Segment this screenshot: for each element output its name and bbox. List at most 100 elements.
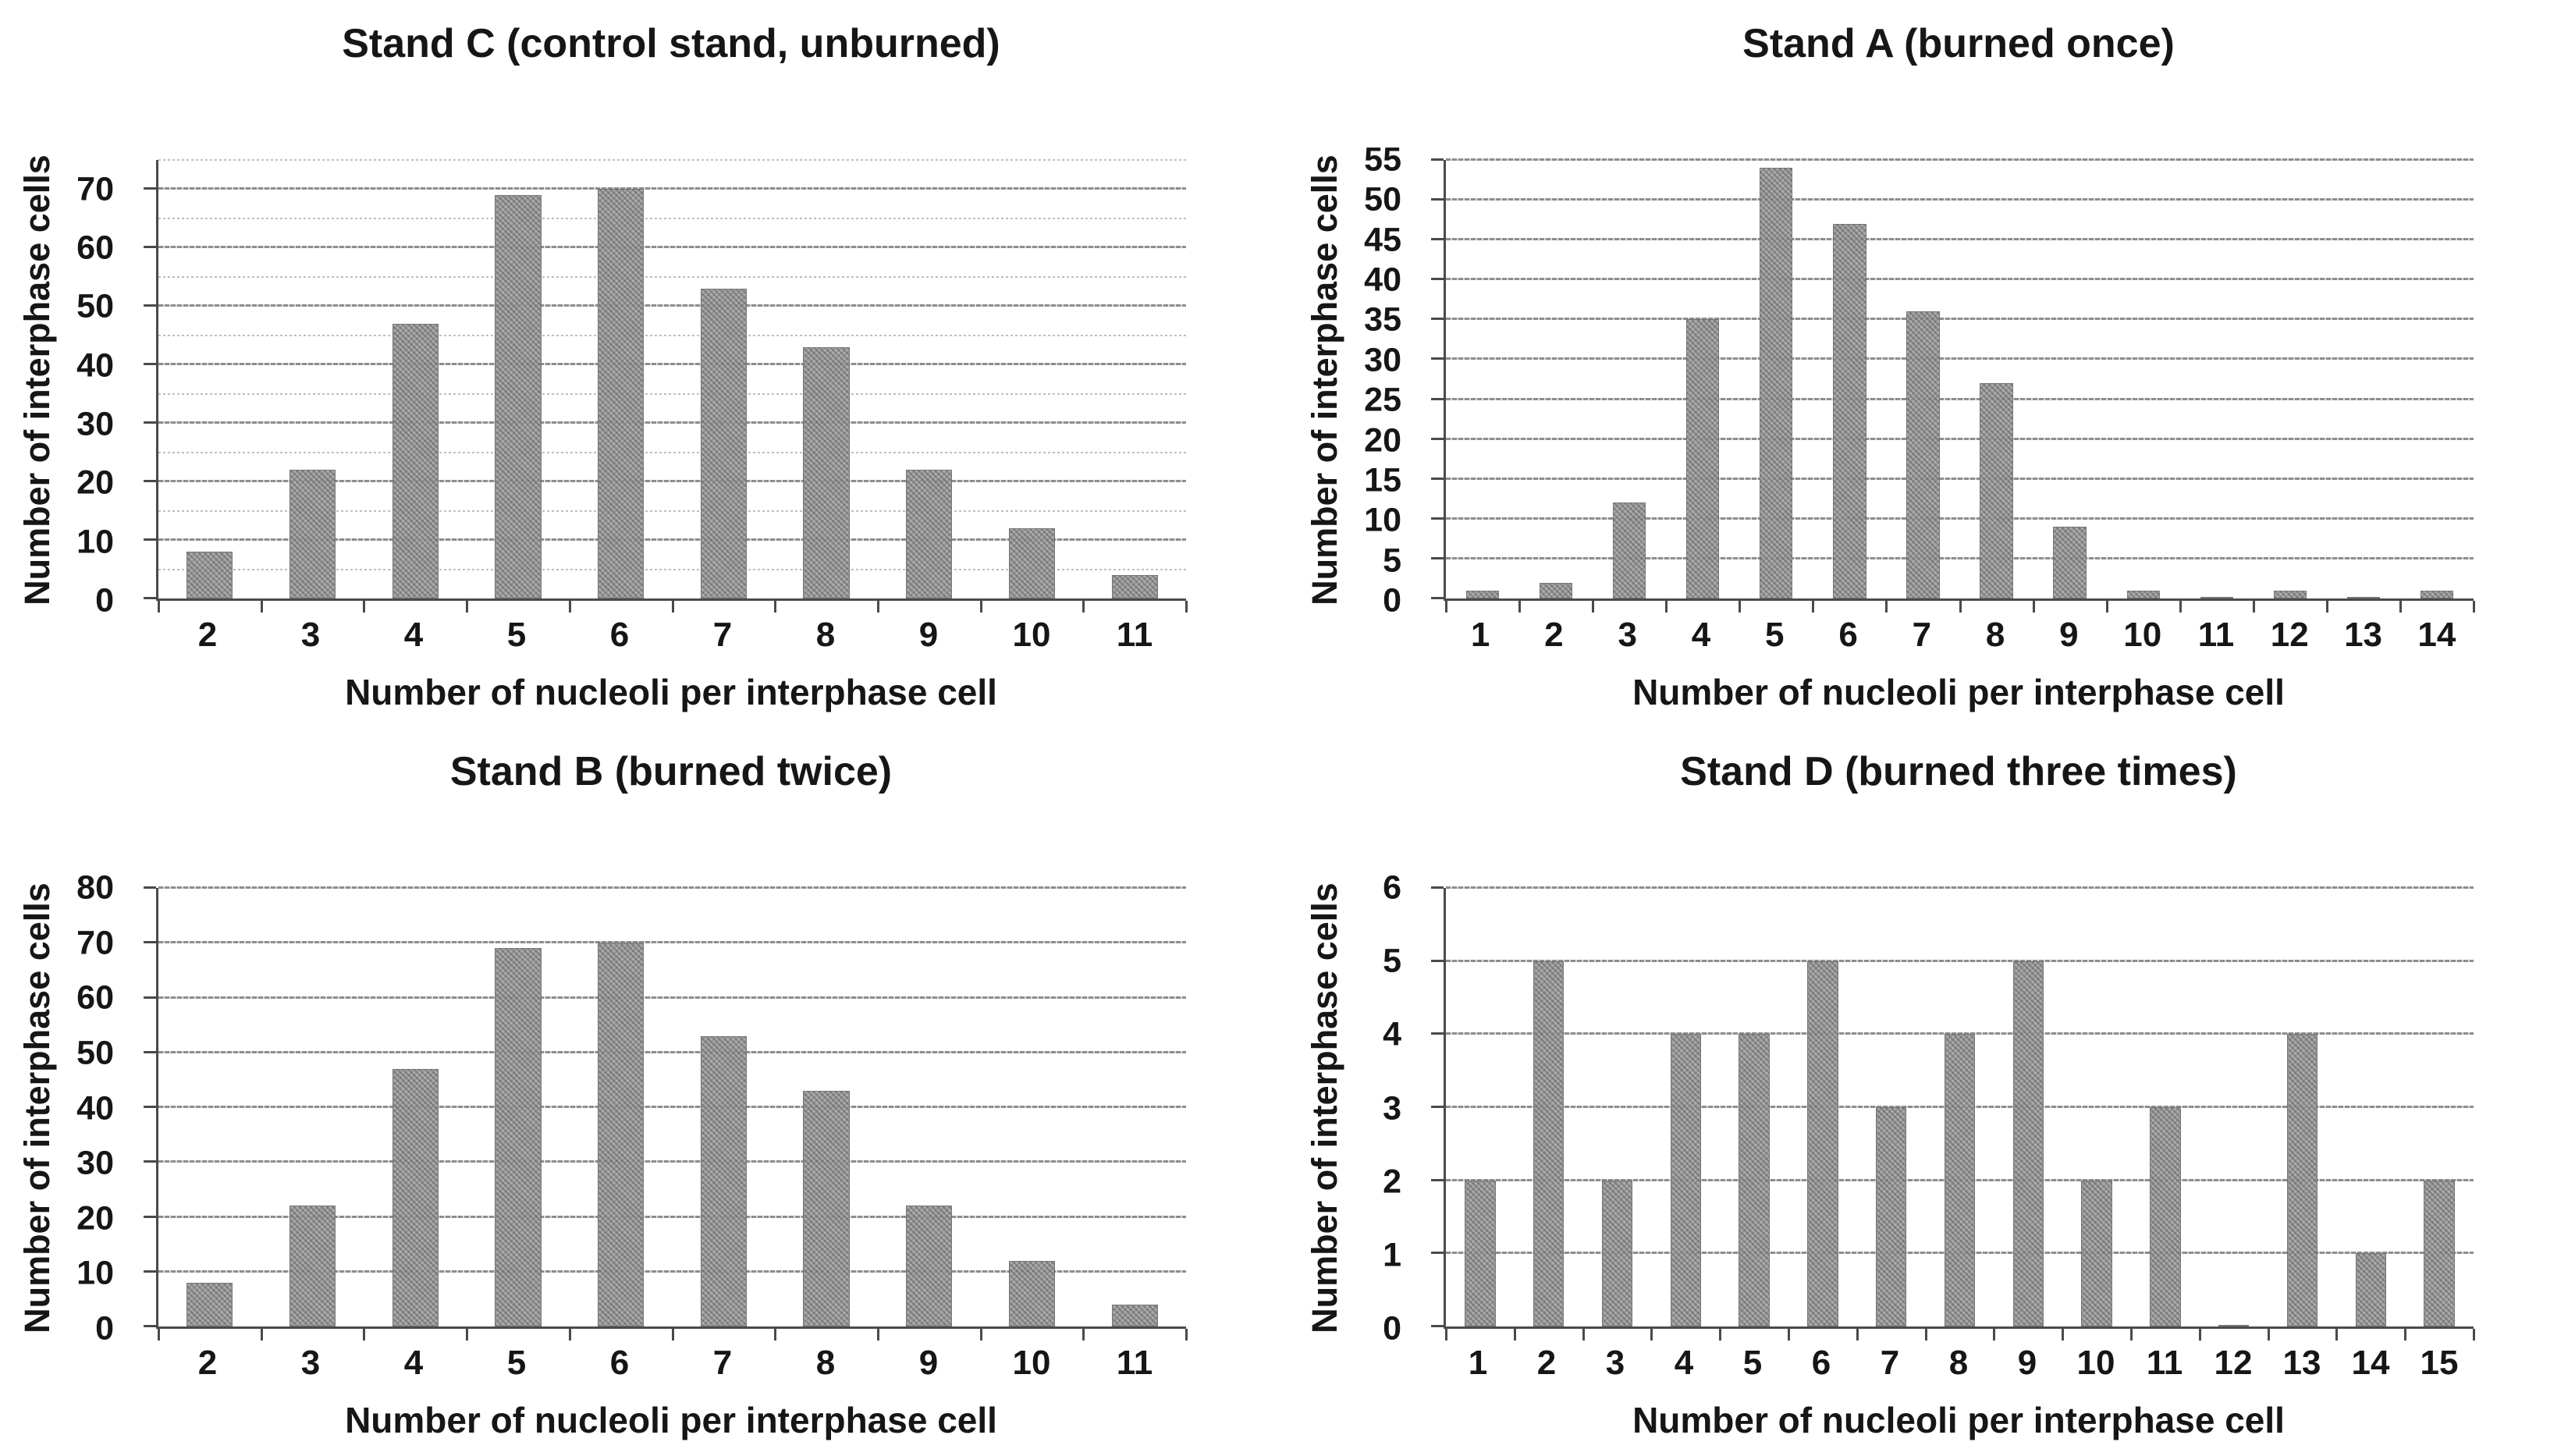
y-axis-tick [144, 421, 156, 424]
bar-x11 [2150, 1107, 2181, 1326]
x-tick-label: 2 [1544, 616, 1564, 654]
y-axis-tick-labels: 0 1 2 3 4 5 6 [1288, 871, 1422, 1345]
x-axis-tick [1787, 1329, 1790, 1341]
bar-x2 [1539, 582, 1573, 598]
x-tick-label: 14 [2351, 1344, 2390, 1382]
gridline-30 [1446, 357, 2474, 360]
y-tick-label: 1 [1383, 1236, 1401, 1274]
gridline-50 [158, 304, 1186, 307]
y-tick-label: 0 [1383, 581, 1401, 620]
x-tick-label: 2 [197, 1344, 218, 1382]
x-tick-label: 6 [1811, 1344, 1831, 1382]
x-axis-tick [2335, 1329, 2339, 1341]
gridline-20 [1446, 437, 2474, 440]
x-tick-label: 2 [197, 616, 218, 654]
y-tick-label: 10 [76, 1254, 114, 1292]
bar-x14 [2420, 590, 2454, 598]
gridline-70 [158, 941, 1186, 944]
x-axis-tick [260, 1329, 263, 1341]
x-axis-tick [979, 1329, 982, 1341]
plot-area [144, 886, 1188, 1341]
bar-x8 [1980, 383, 2013, 598]
x-axis-tick-labels: 1 2 3 4 5 6 7 8 9 10 11 12 13 14 15 [1444, 1346, 2474, 1390]
x-tick-label: 4 [1691, 616, 1711, 654]
y-axis-tick [1431, 886, 1444, 889]
y-axis-tick [1431, 397, 1444, 400]
x-axis-tick [671, 601, 674, 613]
y-axis-tick [1431, 198, 1444, 201]
x-axis-tick [2198, 1329, 2201, 1341]
y-axis-tick [144, 246, 156, 249]
x-axis-tick [2062, 1329, 2065, 1341]
gridline-60 [158, 246, 1186, 249]
y-tick-label: 40 [76, 346, 114, 385]
y-tick-label: 5 [1383, 942, 1401, 980]
gridline-30 [158, 1160, 1186, 1163]
y-tick-label: 30 [76, 405, 114, 443]
bar-x12 [2273, 590, 2307, 598]
x-axis-tick [2473, 1329, 2475, 1341]
x-axis-tick [2404, 1329, 2407, 1341]
x-axis-tick [568, 601, 571, 613]
x-tick-label: 11 [1116, 616, 1153, 654]
x-tick-label: 6 [609, 1344, 630, 1382]
y-tick-label: 0 [95, 581, 114, 620]
x-axis-tick [466, 601, 469, 613]
x-axis-tick [2252, 601, 2255, 613]
x-tick-label: 15 [2420, 1344, 2459, 1382]
y-axis-tick [1431, 1325, 1444, 1327]
x-axis-tick [2473, 601, 2475, 613]
y-tick-label: 20 [76, 1199, 114, 1238]
bar-x3 [1601, 1180, 1633, 1326]
chart-panel-stand-b: Stand B (burned twice) Number of interph… [0, 728, 1288, 1456]
y-tick-label: 0 [95, 1309, 114, 1348]
y-axis-tick [1431, 278, 1444, 281]
bar-x3 [1613, 502, 1646, 598]
y-tick-label: 20 [1364, 421, 1401, 460]
x-axis-tick [2399, 601, 2402, 613]
plot-area [1431, 158, 2475, 613]
x-axis-tick-labels: 1 2 3 4 5 6 7 8 9 10 11 12 13 14 [1444, 618, 2474, 662]
x-axis-title: Number of nucleoli per interphase cell [345, 1400, 997, 1440]
bar-x11 [1111, 1304, 1158, 1326]
gridline-75 [158, 159, 1186, 161]
x-tick-label: 1 [1470, 616, 1490, 654]
gridline-15 [1446, 477, 2474, 480]
gridline-30 [158, 421, 1186, 424]
x-axis-tick [363, 601, 366, 613]
bar-x5 [495, 948, 542, 1326]
gridline-35 [158, 392, 1186, 395]
y-tick-label: 45 [1364, 221, 1401, 259]
y-axis-tick [1431, 1106, 1444, 1108]
bar-x13 [2346, 597, 2381, 598]
y-axis-tick [144, 187, 156, 190]
y-tick-label: 60 [76, 229, 114, 267]
gridline-5 [158, 568, 1186, 570]
x-axis-title: Number of nucleoli per interphase cell [1632, 672, 2285, 712]
x-tick-label: 8 [815, 1344, 836, 1382]
x-tick-label: 8 [815, 616, 836, 654]
x-axis-tick [1592, 601, 1595, 613]
gridline-10 [158, 538, 1186, 542]
gridline-50 [158, 1050, 1186, 1053]
x-tick-label: 9 [918, 616, 939, 654]
x-axis-tick [1739, 601, 1742, 613]
y-tick-label: 10 [76, 523, 114, 561]
bar-x4 [1670, 1034, 1702, 1326]
y-tick-label: 2 [1383, 1163, 1401, 1201]
bar-x13 [2286, 1034, 2318, 1326]
bar-x4 [1686, 319, 1720, 598]
chart-title: Stand B (burned twice) [449, 749, 893, 794]
x-axis-tick [1959, 601, 1962, 613]
gridline-10 [158, 1270, 1186, 1273]
y-axis-tick [144, 886, 156, 889]
x-tick-label: 9 [918, 1344, 939, 1382]
gridline-5 [1446, 556, 2474, 559]
gridline-25 [1446, 397, 2474, 400]
bar-x3 [289, 1206, 336, 1326]
bar-x6 [598, 943, 645, 1326]
x-tick-label: 11 [2197, 616, 2235, 654]
x-axis-tick [2267, 1329, 2270, 1341]
bar-x14 [2355, 1253, 2387, 1326]
